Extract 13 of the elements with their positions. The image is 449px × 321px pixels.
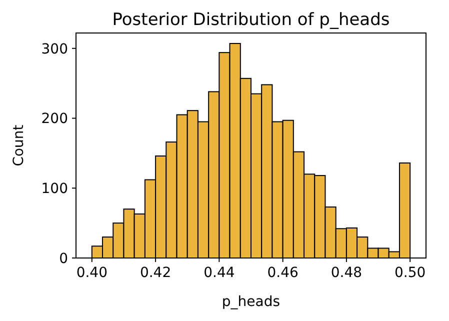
y-tick-label: 300 (41, 41, 68, 58)
y-tick-label: 100 (41, 181, 68, 198)
x-tick-label: 0.40 (76, 265, 108, 281)
x-tick-label: 0.50 (394, 265, 426, 281)
x-tick-label: 0.42 (140, 265, 172, 281)
chart-title: Posterior Distribution of p_heads (112, 10, 390, 30)
y-tick-label: 0 (59, 251, 68, 267)
x-tick-label: 0.44 (204, 265, 235, 281)
x-axis-title: p_heads (222, 294, 280, 310)
y-axis-title: Count (11, 124, 27, 166)
y-tick-label: 200 (41, 111, 68, 128)
x-tick-label: 0.48 (330, 265, 362, 281)
x-tick-label: 0.46 (267, 265, 298, 281)
